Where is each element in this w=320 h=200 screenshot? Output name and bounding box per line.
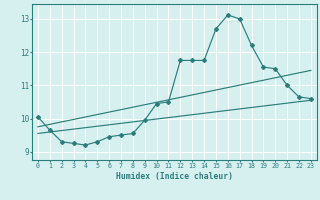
X-axis label: Humidex (Indice chaleur): Humidex (Indice chaleur) xyxy=(116,172,233,181)
